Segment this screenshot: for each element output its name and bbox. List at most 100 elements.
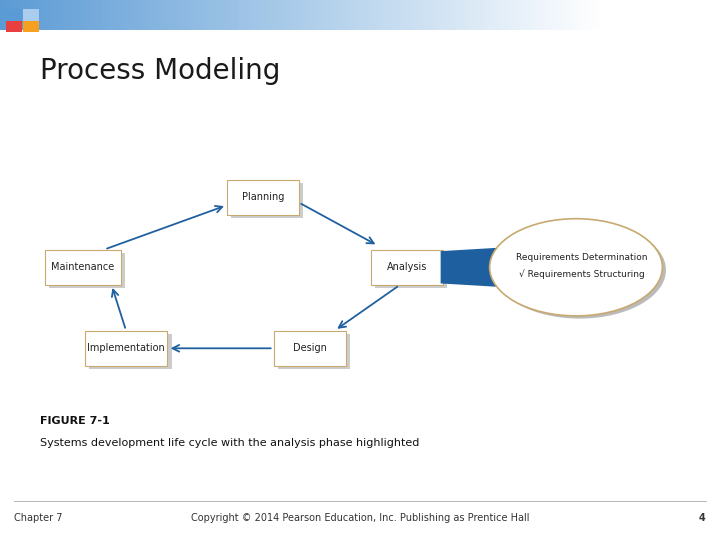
Bar <box>544 0 547 30</box>
Bar <box>299 0 302 30</box>
Bar <box>148 0 151 30</box>
Bar <box>587 0 590 30</box>
Bar <box>601 0 605 30</box>
Text: √ Requirements Structuring: √ Requirements Structuring <box>519 269 644 279</box>
Bar <box>43 0 47 30</box>
Bar <box>558 0 562 30</box>
Bar <box>421 0 425 30</box>
Bar <box>306 0 310 30</box>
Bar <box>472 0 475 30</box>
Bar <box>137 0 140 30</box>
Bar <box>475 0 479 30</box>
Bar <box>0 0 4 30</box>
Bar <box>230 0 234 30</box>
Bar <box>454 0 457 30</box>
Ellipse shape <box>493 221 666 319</box>
Text: Maintenance: Maintenance <box>51 262 114 272</box>
Bar <box>688 0 691 30</box>
Bar <box>310 0 313 30</box>
Bar <box>331 0 335 30</box>
Bar <box>263 0 266 30</box>
Bar <box>562 0 565 30</box>
Bar <box>11 0 14 30</box>
Bar <box>457 0 461 30</box>
Bar <box>612 0 616 30</box>
Bar <box>14 0 18 30</box>
Bar <box>364 0 367 30</box>
Bar <box>223 0 227 30</box>
Bar <box>166 0 169 30</box>
Bar <box>313 0 317 30</box>
Bar <box>382 0 385 30</box>
Bar <box>572 0 576 30</box>
Bar <box>23 21 39 32</box>
Bar <box>536 0 540 30</box>
Bar <box>673 0 677 30</box>
Bar <box>533 0 536 30</box>
Bar <box>418 0 421 30</box>
Bar <box>302 0 306 30</box>
Bar <box>126 0 130 30</box>
Bar <box>518 0 522 30</box>
Bar <box>76 0 79 30</box>
Bar <box>274 0 277 30</box>
Bar <box>641 0 644 30</box>
Bar <box>346 0 349 30</box>
Bar <box>23 9 39 21</box>
Bar <box>634 0 637 30</box>
Bar <box>4 0 7 30</box>
Text: Systems development life cycle with the analysis phase highlighted: Systems development life cycle with the … <box>40 438 419 449</box>
FancyBboxPatch shape <box>45 249 121 285</box>
Text: Copyright © 2014 Pearson Education, Inc. Publishing as Prentice Hall: Copyright © 2014 Pearson Education, Inc.… <box>191 514 529 523</box>
Bar <box>425 0 428 30</box>
Bar <box>47 0 50 30</box>
Bar <box>526 0 529 30</box>
Bar <box>670 0 673 30</box>
Bar <box>18 0 22 30</box>
Bar <box>428 0 432 30</box>
Bar <box>36 0 40 30</box>
Text: Planning: Planning <box>242 192 284 202</box>
Bar <box>652 0 655 30</box>
Bar <box>173 0 176 30</box>
Bar <box>637 0 641 30</box>
Bar <box>256 0 259 30</box>
Bar <box>234 0 238 30</box>
Bar <box>25 0 29 30</box>
Bar <box>576 0 580 30</box>
Bar <box>32 0 36 30</box>
Bar <box>317 0 320 30</box>
Bar <box>461 0 464 30</box>
Bar <box>144 0 148 30</box>
Bar <box>238 0 241 30</box>
FancyBboxPatch shape <box>89 334 172 369</box>
Bar <box>551 0 554 30</box>
Bar <box>580 0 583 30</box>
Text: Process Modeling: Process Modeling <box>40 57 280 85</box>
Bar <box>320 0 324 30</box>
Bar <box>378 0 382 30</box>
FancyBboxPatch shape <box>375 253 447 288</box>
Bar <box>266 0 270 30</box>
Bar <box>212 0 216 30</box>
Bar <box>360 0 364 30</box>
Bar <box>407 0 410 30</box>
Bar <box>29 0 32 30</box>
Bar <box>677 0 680 30</box>
Bar <box>133 0 137 30</box>
Bar <box>292 0 295 30</box>
Bar <box>90 0 94 30</box>
Bar <box>680 0 684 30</box>
FancyBboxPatch shape <box>371 249 443 285</box>
Bar <box>695 0 698 30</box>
Bar <box>151 0 155 30</box>
Bar <box>349 0 353 30</box>
Bar <box>288 0 292 30</box>
Bar <box>180 0 184 30</box>
Bar <box>385 0 389 30</box>
Bar <box>61 0 65 30</box>
Bar <box>115 0 119 30</box>
Bar <box>522 0 526 30</box>
Bar <box>68 0 72 30</box>
Bar <box>515 0 518 30</box>
